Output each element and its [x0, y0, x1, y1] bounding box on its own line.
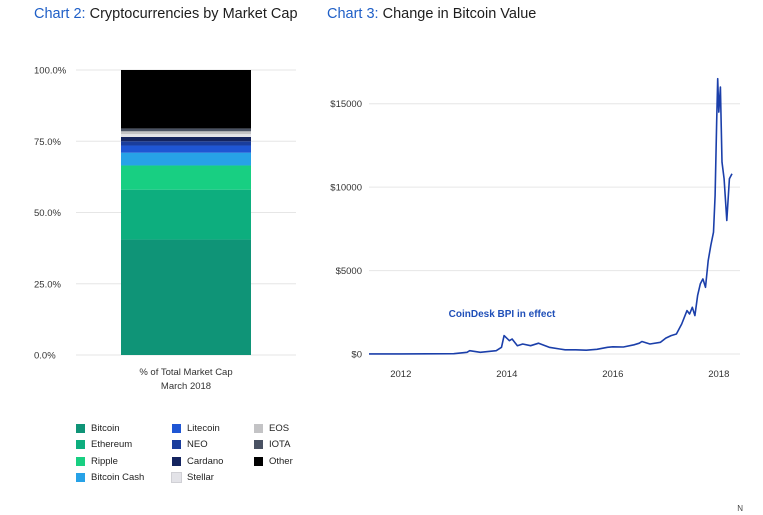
legend-label: Other — [269, 455, 293, 467]
chart3-xtick-label: 2016 — [602, 369, 623, 380]
chart2-xlabel-line2: March 2018 — [161, 381, 211, 392]
chart3-xtick-label: 2014 — [496, 369, 517, 380]
legend-label: NEO — [187, 439, 208, 451]
bar-segment-ethereum — [121, 189, 251, 240]
legend-item-neo: NEO — [172, 437, 254, 454]
legend-swatch — [172, 456, 181, 466]
bar-segment-ripple — [121, 165, 251, 190]
legend-swatch — [254, 423, 263, 433]
legend-item-bitcoin: Bitcoin — [76, 420, 172, 437]
bar-segment-cardano — [121, 136, 251, 142]
legend-item-stellar: Stellar — [171, 470, 254, 487]
legend-label: Ethereum — [91, 439, 133, 451]
legend-item-iota: IOTA — [254, 437, 314, 454]
chart2-title-number: Chart 2: — [34, 6, 86, 22]
chart3-ytick-label: $10000 — [330, 183, 362, 194]
chart2-stacked-bar: 0.0% 25.0% 50.0% 75.0% 100.0% % of Total Mar… — [34, 66, 296, 392]
legend-label: IOTA — [269, 439, 291, 451]
legend-swatch — [76, 440, 85, 450]
bar-segment-litecoin — [121, 145, 251, 153]
chart3-title-number: Chart 3: — [327, 6, 379, 22]
chart2-title: Chart 2: Cryptocurrencies by Market Cap — [34, 6, 298, 22]
legend-item-eos: EOS — [254, 420, 314, 437]
legend-item-litecoin: Litecoin — [172, 420, 254, 437]
bar-segment-eos — [121, 131, 251, 135]
legend-swatch — [254, 440, 263, 450]
chart2-ytick-label: 25.0% — [34, 279, 61, 290]
legend-label: Cardano — [187, 455, 224, 467]
legend-item-cardano: Cardano — [172, 453, 254, 470]
legend-item-other: Other — [254, 453, 314, 470]
chart2-ytick-label: 0.0% — [34, 351, 56, 362]
chart2-ytick-label: 100.0% — [34, 66, 67, 77]
legend-swatch — [171, 472, 182, 484]
legend-item-bitcoin-cash: Bitcoin Cash — [76, 470, 172, 487]
legend-swatch — [76, 473, 85, 483]
legend-label: Bitcoin Cash — [91, 472, 145, 484]
chart3-xtick-label: 2018 — [708, 369, 729, 380]
legend-label: Bitcoin — [91, 422, 120, 434]
chart3-xtick-label: 2012 — [390, 369, 411, 380]
chart2-ytick-label: 50.0% — [34, 208, 61, 219]
bar-segment-stellar — [121, 134, 251, 137]
corner-mark: N — [737, 504, 743, 513]
bar-segment-other — [121, 70, 251, 129]
legend-swatch — [172, 440, 181, 450]
chart3-ytick-label: $0 — [351, 350, 362, 361]
chart3-ytick-label: $5000 — [336, 266, 362, 277]
chart2-legend: Bitcoin Ethereum Ripple Bitcoin Cash Litecoi… — [76, 420, 316, 486]
chart3-annotation: CoinDesk BPI in effect — [449, 309, 556, 320]
legend-swatch — [172, 423, 181, 433]
chart3-line-chart: $0 $5000 $10000 $15000 2012 2014 2016 2018 Coi… — [330, 77, 740, 380]
legend-label: Ripple — [91, 455, 118, 467]
chart2-xlabel-line1: % of Total Market Cap — [139, 367, 232, 378]
legend-swatch — [76, 456, 85, 466]
chart2-ytick-label: 75.0% — [34, 137, 61, 148]
bitcoin-price-line — [369, 77, 733, 355]
legend-swatch — [254, 456, 263, 466]
legend-label: Stellar — [187, 472, 214, 484]
bar-segment-bitcoin — [121, 239, 251, 355]
bar-segment-bitcoin-cash — [121, 152, 251, 166]
legend-label: Litecoin — [187, 422, 220, 434]
chart3-title-text: Change in Bitcoin Value — [378, 6, 537, 22]
chart2-title-text: Cryptocurrencies by Market Cap — [85, 6, 298, 22]
legend-item-ethereum: Ethereum — [76, 437, 172, 454]
bar-segment-iota — [121, 128, 251, 132]
chart3-title: Chart 3: Change in Bitcoin Value — [327, 6, 536, 22]
legend-swatch — [76, 423, 85, 433]
legend-label: EOS — [269, 422, 290, 434]
chart3-ytick-label: $15000 — [330, 99, 362, 110]
bar-segment-neo — [121, 141, 251, 146]
legend-item-ripple: Ripple — [76, 453, 172, 470]
